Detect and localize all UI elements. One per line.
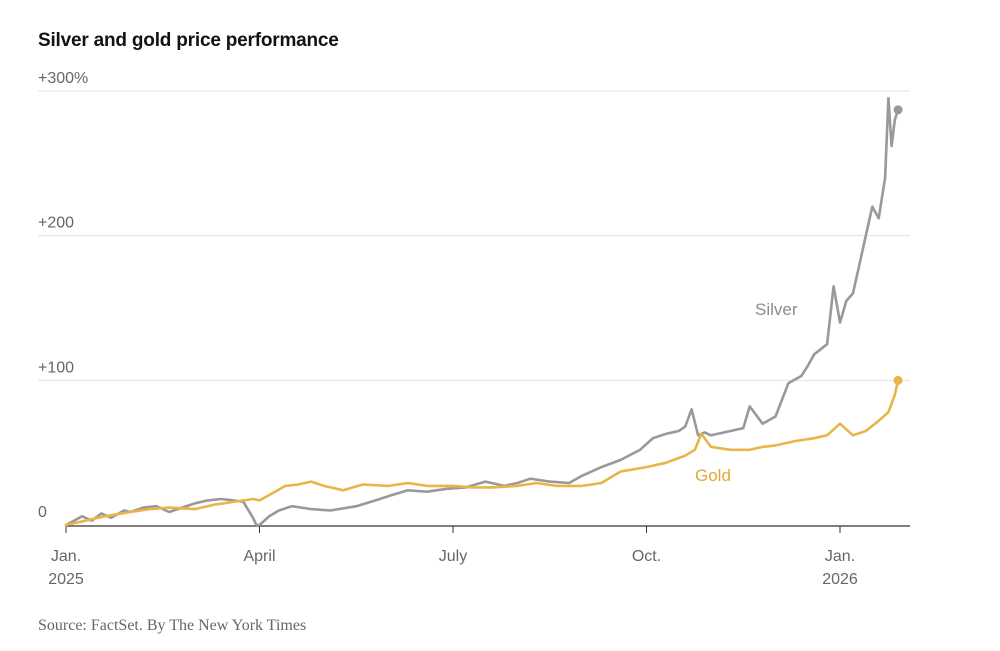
series-lines <box>64 96 903 527</box>
chart-title: Silver and gold price performance <box>38 30 339 51</box>
y-tick-label: 0 <box>38 504 47 521</box>
x-tick-label-year: 2025 <box>48 571 84 588</box>
x-tick-label: April <box>243 548 275 565</box>
gold-label: Gold <box>695 466 731 485</box>
x-tick-label: Jan. <box>825 548 855 565</box>
x-axis: Jan. 2025 April July Oct. Jan. 2026 <box>48 525 910 588</box>
gold-line <box>64 379 900 527</box>
source-credit: Source: FactSet. By The New York Times <box>38 617 307 634</box>
y-tick-label: +200 <box>38 215 74 232</box>
y-tick-label: +100 <box>38 359 74 376</box>
silver-label: Silver <box>755 300 798 319</box>
x-tick-label-year: 2026 <box>822 571 858 588</box>
gold-endpoint <box>893 375 903 385</box>
x-tick-label: Jan. <box>51 548 81 565</box>
silver-line <box>64 96 900 527</box>
x-tick-label: July <box>439 548 467 565</box>
silver-endpoint <box>893 105 903 115</box>
x-tick-label: Oct. <box>632 548 661 565</box>
y-axis-ticks: 0 +100 +200 +300% <box>38 70 88 521</box>
series-labels: Silver Gold <box>695 300 798 485</box>
y-tick-label: +300% <box>38 70 88 87</box>
gridlines <box>38 90 910 381</box>
